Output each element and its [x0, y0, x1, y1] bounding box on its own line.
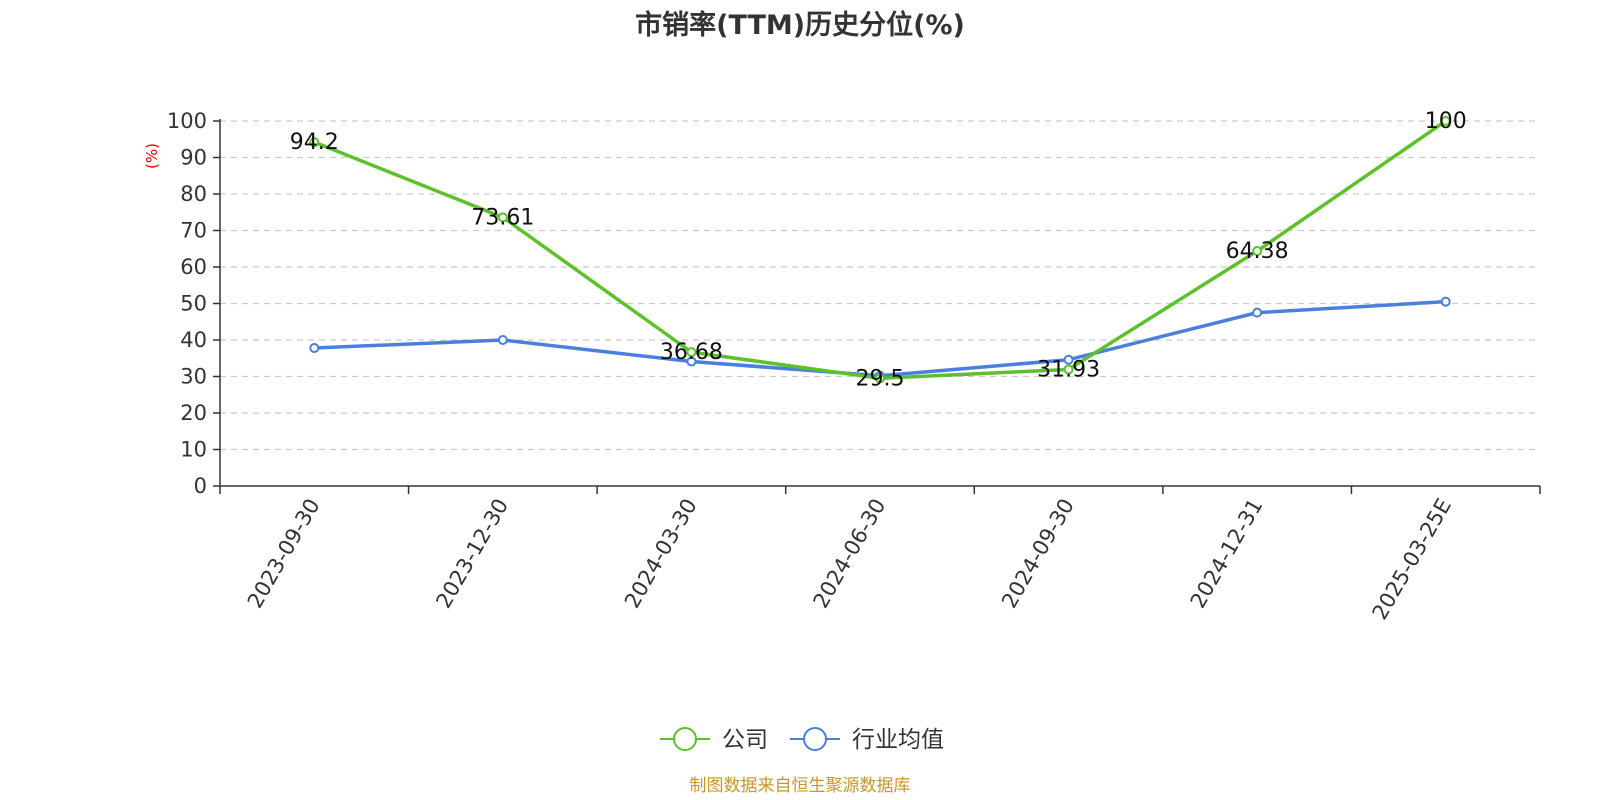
y-axis-label: (%): [143, 143, 161, 169]
x-tick-label: 2024-06-30: [809, 495, 891, 613]
data-label: 73.61: [471, 205, 534, 230]
y-tick-label: 40: [180, 328, 207, 352]
data-labels: 94.2 73.61 36.68 29.5 31.93 64.38 100: [290, 109, 1467, 391]
x-tick-label: 2024-12-31: [1186, 495, 1268, 613]
data-point[interactable]: [497, 212, 508, 223]
y-tick-label: 50: [180, 292, 207, 316]
data-label: 94.2: [290, 130, 339, 155]
axes: 0 10 20 30 40 50 60 70 80 90 100 2023-09-30 2023-12-…: [167, 109, 1541, 624]
legend-marker-icon: [803, 727, 827, 751]
chart-title: 市销率(TTM)历史分位(%): [635, 9, 965, 41]
x-tick-label: 2023-12-30: [431, 495, 513, 613]
y-tick-label: 70: [180, 219, 207, 243]
legend-label: 公司: [722, 727, 768, 753]
x-tick-label: 2025-03-25E: [1368, 495, 1456, 624]
source-note: 制图数据来自恒生聚源数据库: [690, 776, 911, 796]
y-tick-label: 90: [180, 146, 207, 170]
data-label: 64.38: [1226, 239, 1289, 264]
legend-marker-icon: [673, 727, 697, 751]
y-tick-label: 80: [180, 182, 207, 206]
data-point[interactable]: [1063, 354, 1074, 365]
data-point[interactable]: [686, 347, 697, 358]
data-point[interactable]: [1252, 307, 1263, 318]
data-point[interactable]: [309, 137, 320, 148]
data-label: 36.68: [660, 340, 723, 365]
x-tick-label: 2024-09-30: [997, 495, 1079, 613]
y-tick-label: 0: [194, 474, 207, 498]
y-tick-label: 10: [180, 438, 207, 462]
x-tick-label: 2024-03-30: [620, 495, 702, 613]
legend-item[interactable]: 行业均值: [790, 727, 944, 753]
series-line: [314, 299, 1446, 378]
legend-label: 行业均值: [852, 727, 944, 753]
data-point[interactable]: [1063, 364, 1074, 375]
y-tick-label: 20: [180, 401, 207, 425]
data-label: 29.5: [856, 366, 905, 391]
legend-item[interactable]: 公司: [660, 727, 768, 753]
data-label: 100: [1425, 109, 1467, 134]
data-point[interactable]: [686, 356, 697, 367]
data-point[interactable]: [309, 343, 320, 354]
y-tick-label: 100: [167, 109, 207, 133]
data-label: 31.93: [1037, 357, 1100, 382]
y-tick-label: 30: [180, 365, 207, 389]
data-point[interactable]: [1440, 296, 1451, 307]
data-point[interactable]: [497, 335, 508, 345]
series-layer: [309, 116, 1451, 384]
legend[interactable]: 公司 行业均值: [660, 727, 944, 753]
data-point[interactable]: [1252, 246, 1263, 257]
x-tick-label: 2023-09-30: [243, 495, 325, 613]
grid-lines: [220, 120, 1540, 451]
y-tick-label: 60: [180, 255, 207, 279]
data-point[interactable]: [875, 373, 885, 384]
data-point[interactable]: [1440, 116, 1451, 126]
